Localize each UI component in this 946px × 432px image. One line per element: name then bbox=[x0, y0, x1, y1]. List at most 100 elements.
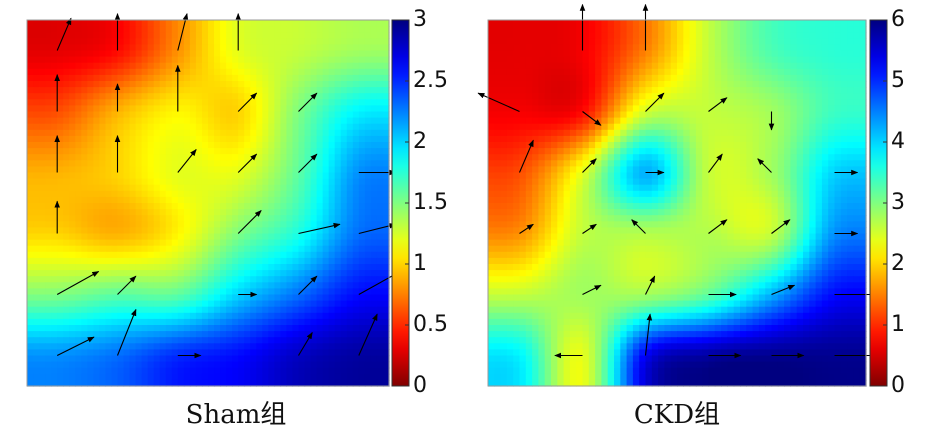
heatmap-cell bbox=[39, 343, 46, 350]
heatmap-cell bbox=[63, 343, 70, 350]
heatmap-cell bbox=[758, 117, 766, 125]
heatmap-cell bbox=[75, 282, 82, 289]
heatmap-cell bbox=[286, 325, 294, 332]
heatmap-cell bbox=[226, 172, 233, 180]
heatmap-cell bbox=[376, 154, 384, 161]
heatmap-cell bbox=[201, 379, 209, 387]
heatmap-cell bbox=[370, 190, 378, 198]
heatmap-cell bbox=[358, 270, 366, 277]
heatmap-cell bbox=[208, 178, 215, 186]
heatmap-cell bbox=[809, 87, 817, 94]
heatmap-cell bbox=[195, 361, 203, 369]
heatmap-cell bbox=[165, 123, 173, 131]
heatmap-cell bbox=[364, 105, 372, 113]
heatmap-cell bbox=[601, 81, 609, 88]
heatmap-cell bbox=[358, 111, 366, 119]
heatmap-cell bbox=[63, 87, 70, 94]
heatmap-cell bbox=[532, 56, 539, 64]
heatmap-cell bbox=[165, 355, 173, 363]
heatmap-cell bbox=[57, 178, 64, 186]
heatmap-cell bbox=[304, 325, 312, 332]
heatmap-cell bbox=[695, 105, 703, 113]
heatmap-cell bbox=[310, 209, 318, 216]
heatmap-cell bbox=[376, 184, 384, 192]
heatmap-cell bbox=[268, 44, 275, 52]
heatmap-cell bbox=[740, 32, 747, 39]
heatmap-cell bbox=[376, 20, 384, 27]
heatmap-cell bbox=[177, 251, 185, 259]
heatmap-cell bbox=[153, 111, 161, 119]
heatmap-cell bbox=[220, 74, 227, 82]
heatmap-cell bbox=[292, 74, 300, 82]
heatmap-cell bbox=[57, 361, 64, 369]
heatmap-cell bbox=[828, 105, 836, 113]
heatmap-cell bbox=[99, 221, 107, 228]
heatmap-cell bbox=[147, 264, 155, 271]
heatmap-cell bbox=[334, 251, 342, 259]
heatmap-cell bbox=[51, 129, 58, 137]
heatmap-cell bbox=[796, 62, 804, 70]
heatmap-cell bbox=[352, 105, 360, 113]
heatmap-cell bbox=[834, 81, 842, 88]
heatmap-cell bbox=[796, 93, 804, 100]
heatmap-cell bbox=[57, 160, 64, 167]
heatmap-cell bbox=[153, 62, 161, 70]
heatmap-cell bbox=[147, 32, 155, 39]
heatmap-cell bbox=[340, 331, 348, 338]
heatmap-cell bbox=[765, 81, 773, 88]
heatmap-cell bbox=[740, 56, 747, 64]
heatmap-cell bbox=[208, 38, 215, 45]
heatmap-cell bbox=[670, 142, 678, 149]
heatmap-cell bbox=[551, 38, 558, 45]
heatmap-cell bbox=[274, 270, 281, 277]
heatmap-cell bbox=[607, 26, 615, 33]
heatmap-cell bbox=[153, 270, 161, 277]
heatmap-cell bbox=[626, 117, 634, 125]
heatmap-cell bbox=[382, 300, 390, 308]
heatmap-cell bbox=[815, 129, 823, 137]
heatmap-cell bbox=[129, 74, 137, 82]
heatmap-cell bbox=[39, 373, 46, 381]
heatmap-cell bbox=[57, 81, 64, 88]
heatmap-cell bbox=[232, 318, 239, 326]
heatmap-cell bbox=[853, 81, 861, 88]
heatmap-cell bbox=[352, 32, 360, 39]
heatmap-cell bbox=[500, 74, 508, 82]
heatmap-cell bbox=[214, 282, 221, 289]
heatmap-cell bbox=[45, 68, 52, 76]
heatmap-cell bbox=[286, 312, 294, 320]
heatmap-cell bbox=[632, 117, 640, 125]
heatmap-cell bbox=[93, 135, 100, 143]
heatmap-cell bbox=[153, 355, 161, 363]
heatmap-cell bbox=[569, 38, 577, 45]
heatmap-cell bbox=[99, 68, 107, 76]
heatmap-cell bbox=[220, 270, 227, 277]
heatmap-cell bbox=[105, 349, 113, 357]
heatmap-cell bbox=[69, 87, 76, 94]
heatmap-cell bbox=[563, 99, 571, 106]
heatmap-cell bbox=[639, 99, 647, 106]
heatmap-cell bbox=[352, 355, 360, 363]
heatmap-cell bbox=[214, 239, 221, 247]
heatmap-cell bbox=[859, 32, 867, 39]
heatmap-cell bbox=[262, 270, 269, 277]
heatmap-cell bbox=[268, 50, 275, 58]
heatmap-cell bbox=[557, 44, 565, 52]
heatmap-cell bbox=[81, 44, 88, 52]
heatmap-cell bbox=[177, 44, 185, 52]
heatmap-cell bbox=[51, 264, 58, 271]
heatmap-cell bbox=[117, 227, 125, 235]
heatmap-cell bbox=[784, 26, 791, 33]
heatmap-cell bbox=[45, 142, 52, 149]
heatmap-cell bbox=[777, 148, 785, 155]
heatmap-cell bbox=[664, 123, 672, 131]
heatmap-cell bbox=[256, 99, 263, 106]
heatmap-cell bbox=[777, 111, 785, 119]
heatmap-cell bbox=[183, 111, 191, 119]
heatmap-cell bbox=[214, 166, 221, 174]
heatmap-cell bbox=[740, 99, 747, 106]
heatmap-cell bbox=[177, 282, 185, 289]
heatmap-cell bbox=[129, 68, 137, 76]
heatmap-cell bbox=[195, 135, 203, 143]
heatmap-cell bbox=[256, 300, 263, 308]
